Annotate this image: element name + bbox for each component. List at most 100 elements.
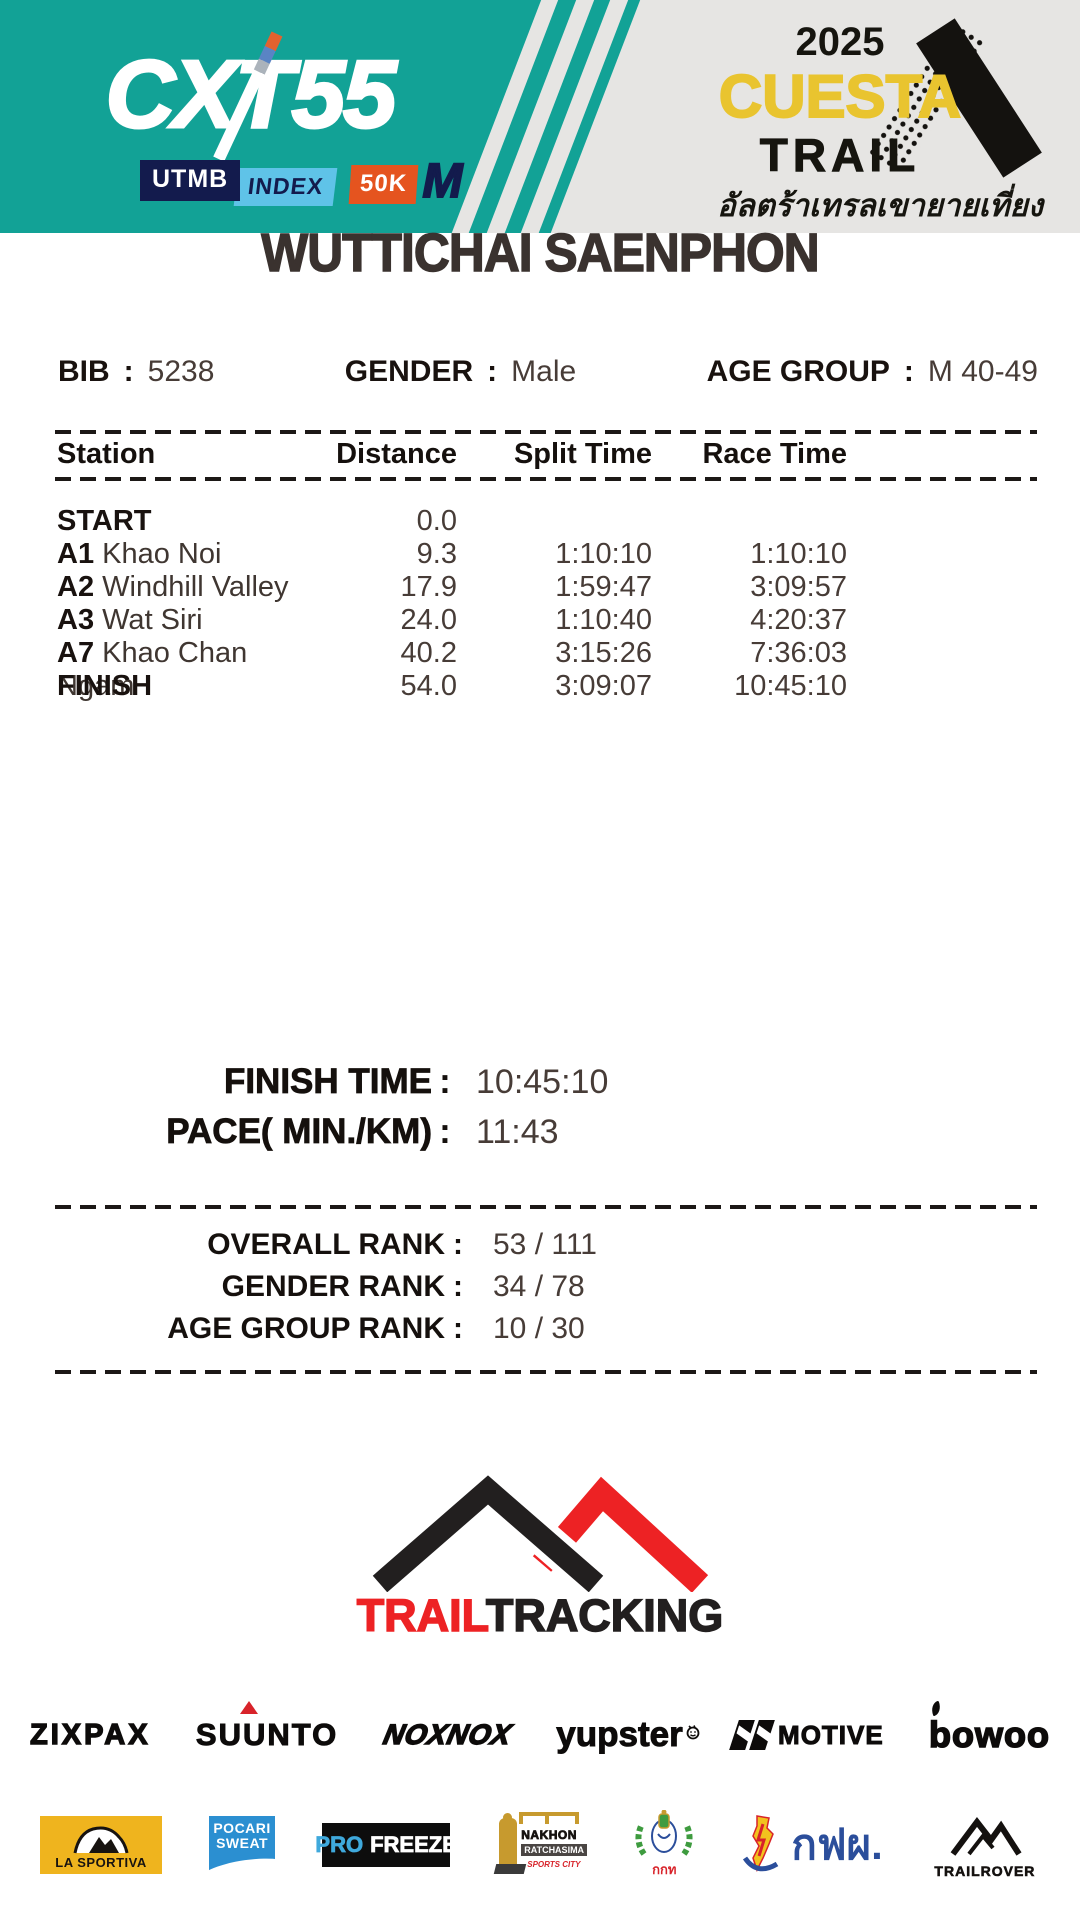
split-time-value: 1:59:47: [555, 571, 652, 603]
zixpax-logo: ZIXPAX: [29, 1718, 151, 1751]
pace-label: PACE( MIN./KM): [166, 1112, 433, 1152]
la-sportiva-logo: LA SPORTIVA: [40, 1816, 162, 1874]
sat-wreath-icon: [635, 1809, 693, 1856]
race-time-value: 1:10:10: [750, 538, 847, 570]
dashed-divider: [55, 477, 1037, 481]
overall-rank-label: OVERALL RANK: [207, 1228, 445, 1261]
bib-label: BIB: [58, 355, 110, 388]
pro-text: PRO: [315, 1832, 364, 1858]
trailtracking-tracking-text: TRACKING: [485, 1589, 724, 1642]
table-row: START 0.0: [57, 505, 847, 538]
freeze-text: FREEZE: [370, 1832, 458, 1858]
table-row: A1 Khao Noi 9.3 1:10:10 1:10:10: [57, 538, 847, 571]
utmb-index-badge: UTMB INDEX 50K M: [140, 154, 464, 209]
yupster-text: yupster: [556, 1715, 683, 1755]
gender-field: GENDER : Male: [345, 355, 576, 389]
station-code: A1: [57, 538, 95, 570]
suunto-triangle-icon: [239, 1701, 258, 1714]
trailtracking-mountain-icon: [368, 1462, 710, 1598]
sponsor-row-2: LA SPORTIVA POCARI SWEAT PRO FREEZE NAKH…: [40, 1800, 1040, 1890]
colon: :: [453, 1270, 463, 1303]
split-time-value: 3:15:26: [555, 637, 652, 669]
thai-subtitle: อัลตร้าเทรลเขายายเที่ยง: [717, 188, 1043, 223]
colon: :: [903, 355, 914, 388]
station-name: Wat Siri: [102, 604, 203, 636]
age-group-field: AGE GROUP : M 40-49: [707, 355, 1038, 389]
pocari-sweat-logo: POCARI SWEAT: [209, 1816, 276, 1874]
col-station: Station: [57, 438, 156, 470]
station-name: Windhill Valley: [102, 571, 289, 603]
age-group-label: AGE GROUP: [706, 355, 890, 388]
colon: :: [439, 1112, 451, 1151]
runner-name: WUTTICHAI SAENPHON: [261, 222, 821, 284]
split-time-value: 3:09:07: [555, 670, 652, 702]
nakhon-text-line1: NAKHON: [521, 1828, 577, 1843]
gender-rank-label: GENDER RANK: [221, 1270, 445, 1303]
la-sportiva-text: LA SPORTIVA: [55, 1855, 147, 1870]
nakhon-gate-icon: [519, 1812, 580, 1824]
station-code: START: [57, 505, 152, 537]
utmb-index-label: INDEX: [233, 168, 338, 206]
col-split-time: Split Time: [513, 438, 652, 470]
nakhon-base-icon: [493, 1864, 527, 1874]
station-code: A7: [57, 637, 95, 669]
station-code: A3: [57, 604, 95, 636]
pace-value: 11:43: [476, 1113, 559, 1151]
trailtracking-wordmark: TRAILTRACKING: [0, 1589, 1080, 1642]
dashed-divider: [55, 430, 1037, 434]
age-group-rank-row: AGE GROUP RANK : 10 / 30: [60, 1312, 1020, 1346]
cuesta-title: CUESTA: [718, 62, 962, 131]
gender-rank-row: GENDER RANK : 34 / 78: [60, 1270, 1020, 1304]
suunto-logo: SUUNTO: [195, 1701, 338, 1753]
pocari-text-line2: SWEAT: [216, 1835, 269, 1851]
utmb-category-m-icon: M: [422, 154, 464, 209]
pocari-text-line1: POCARI: [213, 1820, 271, 1836]
colon: :: [487, 355, 498, 388]
split-time-value: [457, 505, 652, 538]
race-time-value: [652, 505, 847, 538]
distance-value: 9.3: [416, 538, 457, 570]
station-name: Khao Noi: [102, 538, 222, 570]
distance-value: 40.2: [400, 637, 457, 669]
split-time-value: 1:10:10: [555, 538, 652, 570]
yupster-smiley-icon: [685, 1709, 701, 1749]
utmb-label: UTMB: [140, 160, 241, 201]
colon: :: [123, 355, 134, 388]
distance-value: 17.9: [400, 571, 457, 603]
nakhon-ratchasima-logo: NAKHON RATCHASIMA SPORTS CITY: [493, 1812, 588, 1878]
finish-time-label: FINISH TIME: [223, 1062, 433, 1102]
table-row: FINISH 54.0 3:09:07 10:45:10: [57, 670, 847, 703]
bowoo-text: bowoo: [928, 1713, 1050, 1756]
yupster-logo: yupster: [556, 1715, 700, 1755]
motive-m-icon: [728, 1720, 775, 1750]
pro-freeze-logo: PRO FREEZE: [315, 1823, 457, 1867]
finish-time-value: 10:45:10: [476, 1063, 609, 1101]
dashed-divider: [55, 1370, 1037, 1374]
motive-text: MOTIVE: [778, 1719, 884, 1750]
pace-row: PACE( MIN./KM) : 11:43: [40, 1112, 1040, 1152]
col-distance: Distance: [336, 438, 457, 470]
station-code: FINISH: [57, 670, 153, 702]
race-time-value: 7:36:03: [750, 637, 847, 669]
egat-thai-text: กฟผ.: [791, 1821, 883, 1868]
sports-authority-crest-logo: กกท: [632, 1809, 696, 1880]
race-time-value: 3:09:57: [750, 571, 847, 603]
station-name: Khao Chan Ngam: [57, 637, 248, 702]
trailrover-mountain-icon: [950, 1816, 1022, 1856]
colon: :: [453, 1228, 463, 1261]
sat-thai-text: กกท: [652, 1862, 677, 1877]
egat-map-icon: [743, 1815, 779, 1872]
table-row: A7 Khao Chan Ngam 40.2 3:15:26 7:36:03: [57, 637, 847, 703]
event-header: CXT55 UTMB INDEX 50K M 2025 CUESTA TRAIL…: [0, 0, 1080, 233]
nakhon-statue-icon: [499, 1813, 518, 1866]
table-row: A2 Windhill Valley 17.9 1:59:47 3:09:57: [57, 571, 847, 604]
table-row: A3 Wat Siri 24.0 1:10:40 4:20:37: [57, 604, 847, 637]
bib-value: 5238: [147, 355, 215, 388]
cxt55-logo: CXT55: [55, 31, 445, 162]
station-code: A2: [57, 571, 95, 603]
colon: :: [439, 1062, 451, 1101]
race-time-value: 4:20:37: [750, 604, 847, 636]
trailrover-logo: TRAILROVER: [930, 1812, 1040, 1879]
motive-logo: MOTIVE: [728, 1719, 884, 1751]
